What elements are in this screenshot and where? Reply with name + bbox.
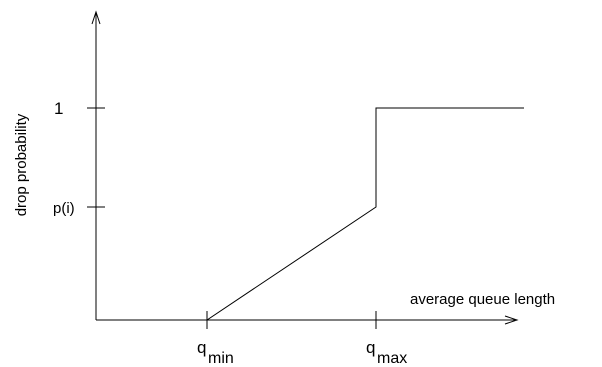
x-tick-label: q	[197, 338, 206, 357]
x-axis-label: average queue length	[410, 291, 555, 308]
y-axis-arrowhead	[91, 10, 101, 25]
y-tick-label: 1	[54, 99, 63, 118]
x-tick-subscript: max	[377, 350, 407, 367]
x-axis-arrowhead	[504, 315, 519, 325]
x-tick-label: q	[366, 338, 375, 357]
y-tick-label: p(i)	[53, 200, 75, 217]
y-axis-label: drop probability	[13, 113, 30, 216]
series-layer	[96, 107, 524, 321]
x-tick-subscript: min	[208, 350, 234, 367]
drop-probability-curve-1	[96, 107, 524, 321]
